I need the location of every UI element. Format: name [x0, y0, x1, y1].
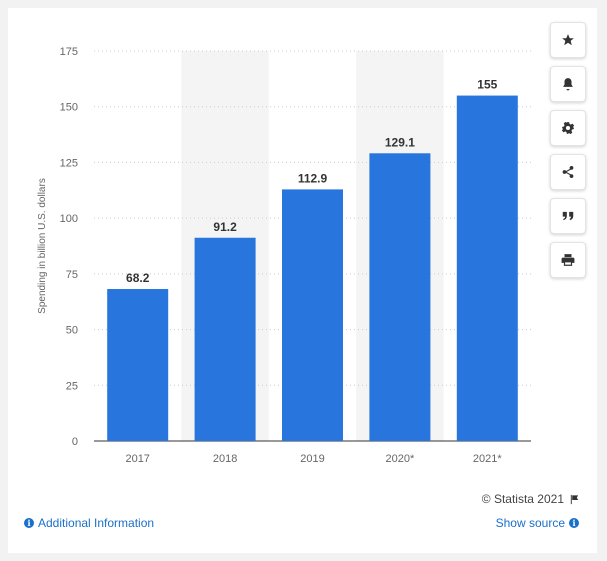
y-tick-label: 50 — [66, 325, 78, 337]
quote-icon — [562, 211, 574, 221]
x-tick-label: 2020* — [386, 453, 415, 465]
share-icon — [562, 166, 574, 178]
favorite-button[interactable] — [550, 22, 586, 58]
bar-2020*[interactable] — [369, 153, 431, 441]
x-tick-label: 2017 — [125, 453, 149, 465]
bar-2018[interactable] — [194, 237, 256, 441]
star-icon — [562, 34, 574, 46]
bars — [107, 95, 518, 442]
y-axis-title: Spending in billion U.S. dollars — [37, 178, 48, 314]
x-tick-label: 2019 — [300, 453, 324, 465]
chart-card: 0 25 50 75 100 125 150 175 68.2 91.2 112.9 129.1 15… — [8, 8, 597, 553]
copyright-text: © Statista 2021 — [481, 492, 564, 506]
y-tick-label: 0 — [72, 436, 78, 448]
info-icon: i — [569, 518, 579, 528]
data-label-2019: 112.9 — [298, 171, 328, 185]
cite-button[interactable] — [550, 198, 586, 234]
copyright: © Statista 2021 — [482, 492, 580, 506]
flag-icon[interactable] — [569, 494, 580, 505]
notification-button[interactable] — [550, 66, 586, 102]
bar-2021*[interactable] — [456, 95, 518, 442]
y-tick-label: 150 — [60, 102, 78, 114]
y-tick-label: 75 — [66, 269, 78, 281]
info-icon: i — [24, 518, 34, 528]
bell-icon — [563, 78, 573, 91]
data-label-2018: 91.2 — [213, 220, 237, 234]
data-label-2021*: 155 — [477, 78, 497, 92]
data-labels: 68.2 91.2 112.9 129.1 155 — [126, 78, 498, 285]
additional-information-label: Additional Information — [38, 516, 155, 530]
print-icon — [561, 254, 575, 266]
data-label-2017: 68.2 — [126, 271, 150, 285]
chart-toolbar — [550, 22, 586, 286]
y-tick-label: 175 — [60, 46, 78, 58]
y-tick-label: 100 — [60, 213, 78, 225]
show-source-label: Show source — [495, 516, 565, 530]
y-tick-label: 125 — [60, 157, 78, 169]
show-source-link[interactable]: Show source i — [496, 516, 579, 530]
x-axis-ticks: 2017 2018 2019 2020* 2021* — [125, 453, 502, 465]
x-tick-label: 2021* — [473, 453, 502, 465]
settings-button[interactable] — [550, 110, 586, 146]
bar-chart: 0 25 50 75 100 125 150 175 68.2 91.2 112.9 129.1 15… — [37, 46, 531, 465]
y-axis-ticks: 0 25 50 75 100 125 150 175 — [60, 46, 78, 448]
share-button[interactable] — [550, 154, 586, 190]
additional-information-link[interactable]: i Additional Information — [24, 516, 154, 530]
bar-2019[interactable] — [282, 189, 343, 441]
gear-icon — [561, 121, 575, 135]
print-button[interactable] — [550, 242, 586, 278]
x-tick-label: 2018 — [213, 453, 237, 465]
bar-2017[interactable] — [107, 289, 169, 441]
data-label-2020*: 129.1 — [385, 135, 415, 149]
y-tick-label: 25 — [66, 380, 78, 392]
